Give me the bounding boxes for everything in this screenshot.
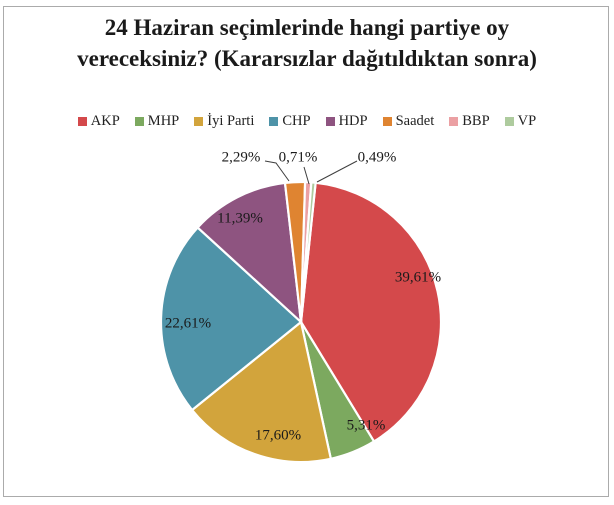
legend-swatch-icon <box>382 117 392 126</box>
legend-swatch-icon <box>504 117 514 126</box>
legend-item-saadet: Saadet <box>382 113 435 130</box>
legend-swatch-icon <box>325 117 335 126</box>
legend-swatch-icon <box>134 117 144 126</box>
slice-value-label-chp: 22,61% <box>165 315 211 331</box>
legend-label: İyi Parti <box>207 113 255 129</box>
slice-value-label-vp: 0,49% <box>358 149 397 165</box>
legend-label: HDP <box>338 113 368 129</box>
legend-item-akp: AKP <box>77 113 120 130</box>
slice-value-label-saadet: 2,29% <box>222 149 261 165</box>
pie-slice-hdp <box>196 181 303 325</box>
slice-value-label-i̇yi-parti: 17,60% <box>255 427 301 443</box>
legend-label: MHP <box>147 113 180 129</box>
slice-value-label-akp: 39,61% <box>395 269 441 285</box>
callout-leader-line <box>264 160 290 182</box>
legend-label: VP <box>517 113 537 129</box>
slice-value-label-bbp: 0,71% <box>279 149 318 165</box>
pie-slice-vp <box>299 181 317 323</box>
slice-value-label-mhp: 5,31% <box>347 417 386 433</box>
legend-swatch-icon <box>449 117 459 126</box>
legend-item-vp: VP <box>504 113 537 130</box>
callout-leader-line <box>303 166 310 185</box>
legend-label: CHP <box>282 113 311 129</box>
legend-swatch-icon <box>77 117 87 126</box>
legend-item-chp: CHP <box>269 113 311 130</box>
callout-leader-line <box>316 160 358 183</box>
legend-label: Saadet <box>395 113 435 129</box>
legend-swatch-icon <box>269 117 279 126</box>
legend-label: AKP <box>90 113 120 129</box>
legend-item-bbp: BBP <box>449 113 490 130</box>
pie-slice-i̇yi-parti <box>190 320 333 464</box>
pie-slice-akp <box>299 181 443 443</box>
legend-item-hdp: HDP <box>325 113 368 130</box>
legend-item-mhp: MHP <box>134 113 180 130</box>
legend: AKP MHP İyi Parti CHP HDP Saadet BBP VP <box>0 113 614 130</box>
pie-slice-chp <box>159 225 303 412</box>
chart-title: 24 Haziran seçimlerinde hangi partiye oy… <box>77 15 537 71</box>
legend-swatch-icon <box>194 117 204 126</box>
legend-label: BBP <box>462 113 490 129</box>
slice-value-label-hdp: 11,39% <box>217 210 263 226</box>
legend-item-i̇yi-parti: İyi Parti <box>194 113 254 130</box>
